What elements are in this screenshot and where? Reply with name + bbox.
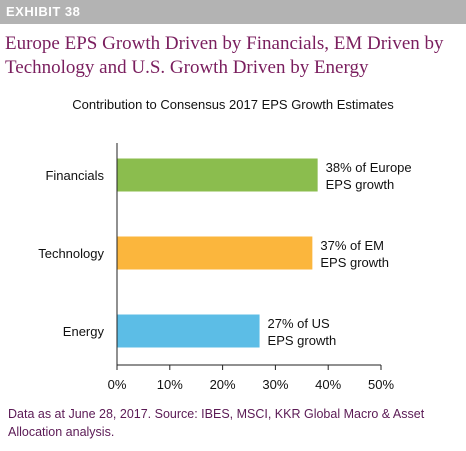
category-label-technology: Technology (38, 246, 104, 261)
data-label-financials: 38% of Europe EPS growth (326, 160, 412, 192)
x-tick-label-40: 40% (315, 377, 341, 392)
category-label-energy: Energy (63, 324, 105, 339)
x-tick-label-10: 10% (157, 377, 183, 392)
chart-title: Contribution to Consensus 2017 EPS Growt… (72, 97, 394, 112)
bar-financials (117, 158, 318, 192)
source-footnote: Data as at June 28, 2017. Source: IBES, … (8, 407, 425, 439)
x-tick-label-30: 30% (262, 377, 288, 392)
exhibit-header-bar: EXHIBIT 38 (0, 0, 466, 24)
bar-energy (117, 314, 260, 348)
x-tick-label-20: 20% (210, 377, 236, 392)
exhibit-label: EXHIBIT 38 (6, 4, 81, 19)
x-tick-label-0: 0% (108, 377, 127, 392)
exhibit-headline: Europe EPS Growth Driven by Financials, … (5, 33, 444, 78)
data-label-energy: 27% of US EPS growth (268, 316, 337, 348)
data-label-technology: 37% of EM EPS growth (320, 238, 389, 270)
category-label-financials: Financials (45, 168, 104, 183)
bar-technology (117, 236, 313, 270)
bar-chart: Contribution to Consensus 2017 EPS Growt… (38, 97, 412, 392)
x-tick-label-50: 50% (368, 377, 394, 392)
